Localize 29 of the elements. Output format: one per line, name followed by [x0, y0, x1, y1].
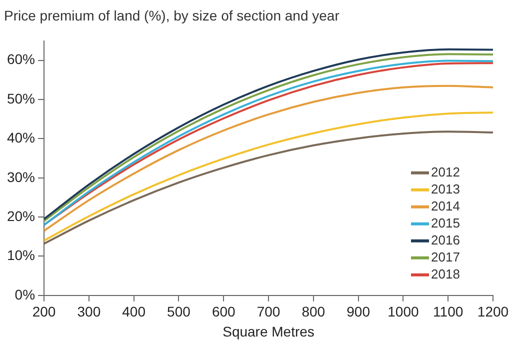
line-series [44, 84, 493, 232]
y-tick-label: 40% [6, 130, 36, 146]
chart-title: Price premium of land (%), by size of section and year [4, 7, 340, 24]
legend-label: 2018 [431, 266, 460, 282]
y-tick-label: 20% [6, 208, 36, 224]
y-tick-label: 50% [6, 90, 36, 106]
legend-label: 2014 [431, 198, 460, 214]
legend-label: 2015 [431, 215, 460, 230]
y-tick-label: 10% [6, 247, 36, 264]
y-tick-label: 60% [6, 51, 36, 68]
x-tick-label: 1200 [477, 304, 509, 320]
legend-label: 2012 [431, 164, 460, 180]
legend-label: 2013 [431, 181, 460, 196]
x-tick-label: 300 [77, 304, 101, 320]
y-tick-label: 0% [14, 286, 36, 302]
x-tick-label: 400 [122, 304, 146, 320]
x-tick-label: 500 [167, 304, 191, 320]
x-tick-label: 700 [256, 304, 280, 320]
legend-label: 2017 [431, 249, 460, 264]
x-tick-label: 900 [346, 304, 370, 320]
x-tick-label: 1000 [388, 304, 419, 320]
legend-label: 2016 [431, 232, 460, 248]
y-tick-label: 30% [6, 168, 36, 185]
x-tick-label: 200 [32, 304, 56, 320]
line-series [44, 130, 493, 245]
x-tick-label: 800 [302, 304, 326, 320]
x-tick-label: 600 [212, 304, 236, 320]
x-axis-title: Square Metres [222, 323, 314, 340]
x-tick-label: 1100 [433, 304, 464, 320]
